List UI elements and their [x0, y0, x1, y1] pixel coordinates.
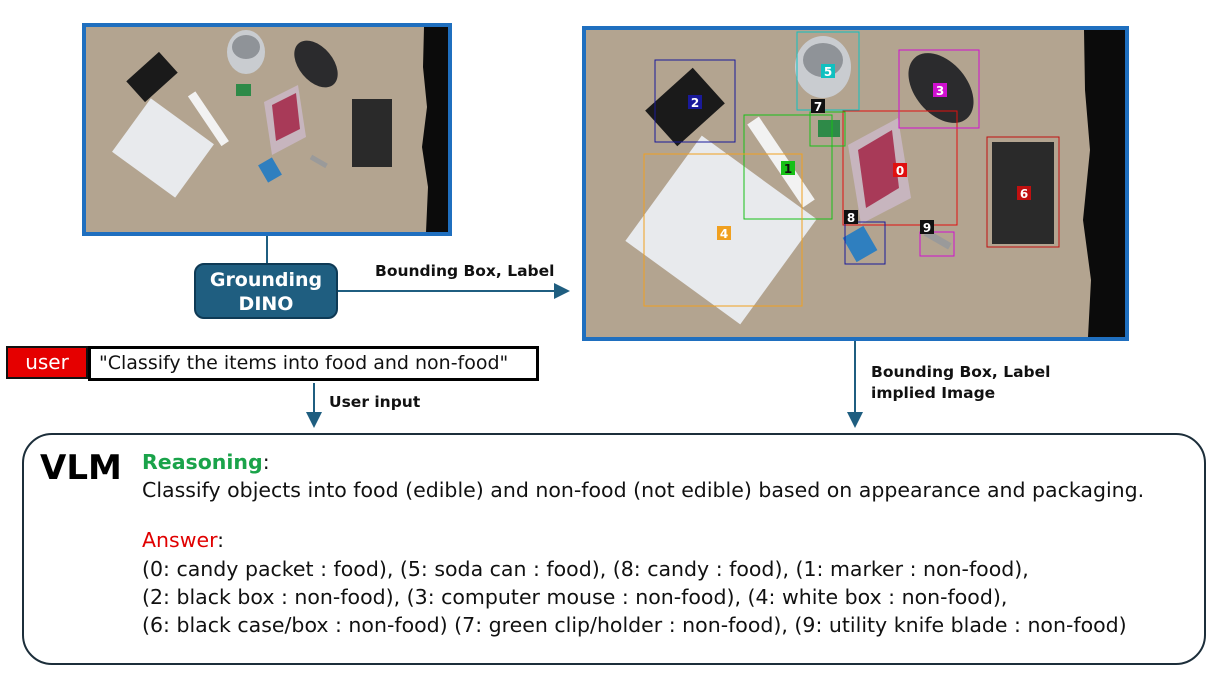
- bbox-label-6: 6: [1020, 187, 1028, 201]
- bbox-1: [743, 114, 833, 220]
- vlm-title: VLM: [40, 448, 122, 488]
- grounding-dino-label-line2: DINO: [238, 293, 294, 315]
- bbox-label-8: 8: [847, 211, 855, 225]
- grounding-dino-node: Grounding DINO: [194, 263, 338, 319]
- bbox-label-5: 5: [824, 65, 832, 79]
- answer-heading: Answer: [142, 528, 218, 552]
- user-prompt: "Classify the items into food and non-fo…: [88, 346, 539, 381]
- input-scene-image: [82, 23, 452, 236]
- annotated-scene-image: 0 1 2 3 4 5 6 7 8 9: [582, 26, 1129, 341]
- answer-heading-line: Answer:: [142, 528, 224, 552]
- reasoning-colon: :: [262, 450, 270, 474]
- edge-label-bbox-image-line1: Bounding Box, Label: [871, 363, 1051, 381]
- bbox-3: [898, 49, 980, 129]
- bbox-6: [986, 136, 1060, 248]
- bbox-2: [654, 59, 736, 143]
- bbox-label-0: 0: [896, 164, 904, 178]
- user-tag: user: [6, 346, 88, 379]
- bbox-label-9: 9: [923, 221, 931, 235]
- bbox-5: [796, 31, 860, 111]
- answer-line-3: (6: black case/box : non-food) (7: green…: [142, 613, 1127, 637]
- answer-colon: :: [217, 528, 225, 552]
- grounding-dino-label-line1: Grounding: [209, 269, 323, 291]
- reasoning-heading-line: Reasoning:: [142, 450, 270, 474]
- edge-label-bbox-image-line2: implied Image: [871, 384, 996, 402]
- bbox-label-4: 4: [720, 227, 728, 241]
- bbox-7: [809, 111, 846, 147]
- bbox-label-3: 3: [936, 84, 944, 98]
- reasoning-heading: Reasoning: [142, 450, 263, 474]
- reasoning-text: Classify objects into food (edible) and …: [142, 478, 1145, 502]
- bbox-label-7: 7: [814, 100, 822, 114]
- edge-label-user-input: User input: [329, 393, 421, 411]
- bbox-4: [643, 153, 803, 307]
- vlm-output-panel: [22, 433, 1206, 665]
- bbox-0: [842, 110, 958, 226]
- bounding-boxes: [643, 31, 1060, 307]
- answer-line-1: (0: candy packet : food), (5: soda can :…: [142, 557, 1029, 581]
- bbox-label-2: 2: [691, 96, 699, 110]
- bbox-label-1: 1: [784, 162, 792, 176]
- bbox-9: [919, 231, 955, 257]
- edge-label-bounding-box: Bounding Box, Label: [375, 262, 555, 280]
- bbox-8: [844, 221, 886, 265]
- answer-line-2: (2: black box : non-food), (3: computer …: [142, 585, 1008, 609]
